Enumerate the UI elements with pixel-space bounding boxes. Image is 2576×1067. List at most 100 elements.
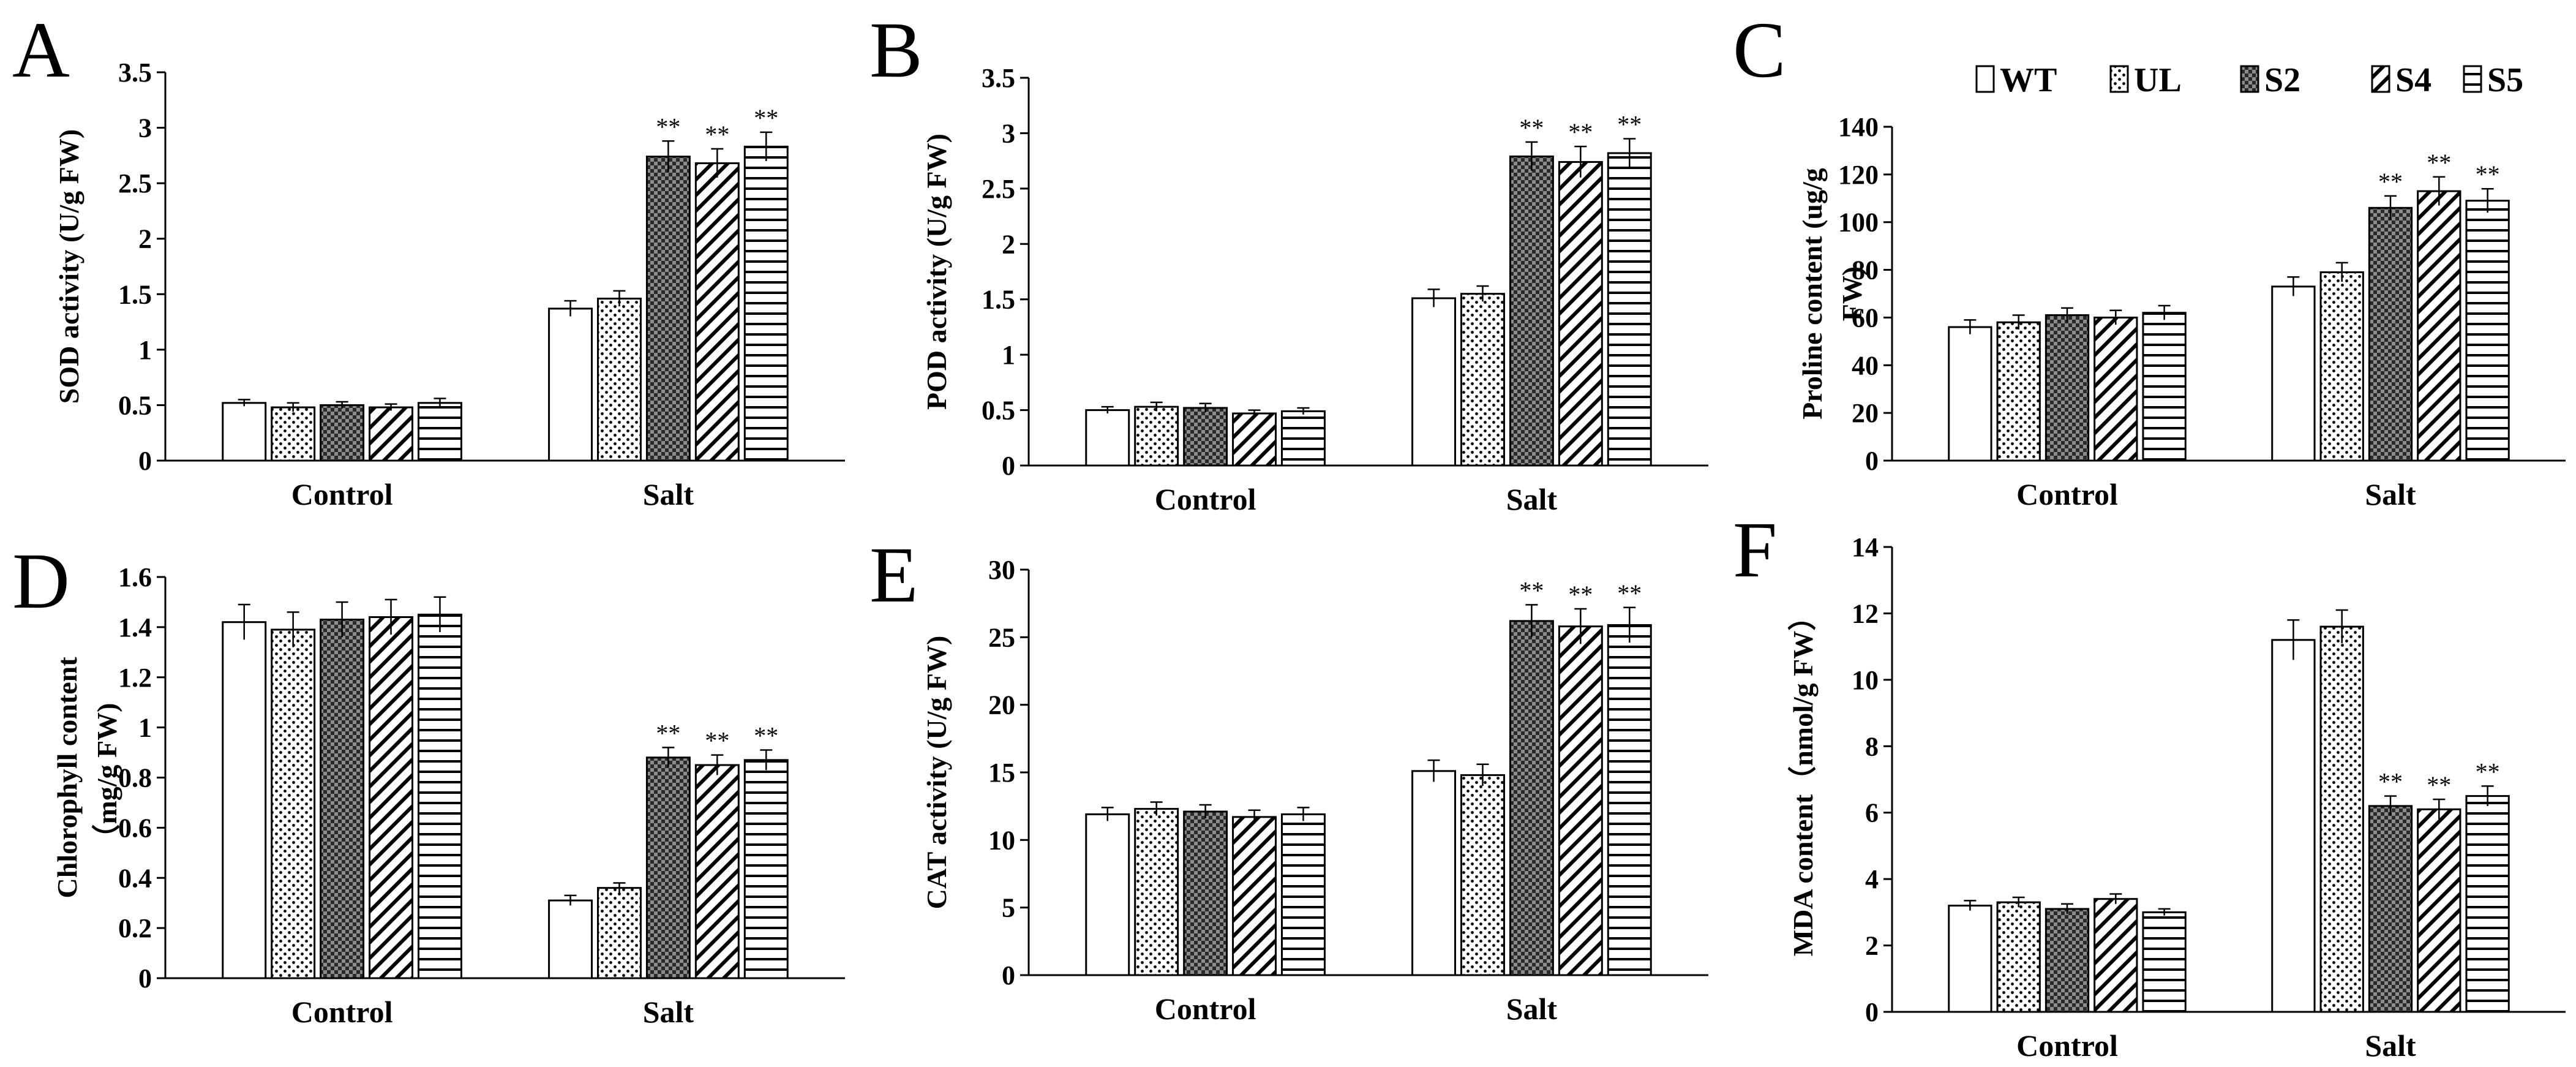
bar-UL-Salt xyxy=(1460,774,1505,976)
bar-UL-Salt xyxy=(2319,271,2364,462)
bar-S5-Control xyxy=(1280,813,1326,976)
panel-C: C 0 20 40 60 80 100 120 140 Proline content (ug/g… xyxy=(1733,6,2566,511)
bar-WT-Control xyxy=(1085,813,1130,976)
y-axis-label: SOD activity (U/g FW) xyxy=(53,129,84,404)
y-tick-label: 0 xyxy=(1865,997,1879,1027)
x-category-label: Salt xyxy=(1506,992,1558,1026)
significance-label: ** xyxy=(656,113,680,140)
y-tick-label: 2.5 xyxy=(982,174,1015,204)
significance-label: ** xyxy=(705,121,729,148)
bar-S5-Salt xyxy=(743,145,789,462)
y-tick-label: 3 xyxy=(1002,118,1015,148)
significance-label: ** xyxy=(656,719,680,747)
panel-A: A 0 0.5 1 1.5 2 2.5 3 3.5 SOD activity (U/g FW) Co… xyxy=(12,6,845,511)
y-tick-label: 3.5 xyxy=(982,63,1015,93)
y-tick-label: 3.5 xyxy=(118,58,152,88)
y-tick-label: 0 xyxy=(1865,446,1879,476)
bar-S5-Control xyxy=(417,613,462,979)
legend-item-UL: UL xyxy=(2109,61,2182,99)
bar-S4-Salt xyxy=(2417,190,2461,462)
y-tick-label: 4 xyxy=(1865,864,1879,894)
bar-S4-Salt xyxy=(1558,160,1603,467)
legend-item-S4: S4 xyxy=(2371,61,2431,99)
y-tick-label: 10 xyxy=(1852,665,1879,695)
legend-swatch xyxy=(2463,65,2482,93)
bar-WT-Salt xyxy=(548,307,593,462)
bar-S2-Control xyxy=(2045,908,2090,1013)
legend-label: WT xyxy=(2000,61,2057,99)
x-category-label: Control xyxy=(1155,992,1256,1026)
bar-WT-Control xyxy=(1948,905,1992,1013)
panel-F: F 0 2 4 6 8 10 12 14 MDA content（nmol/g FW） Contro… xyxy=(1733,506,2566,1063)
y-tick-label: 1.4 xyxy=(118,613,152,643)
bar-S5-Control xyxy=(417,402,462,462)
y-tick-label: 1 xyxy=(138,713,152,743)
panel-E: E 0 5 10 15 20 25 30 CAT activity (U/g FW) Contro… xyxy=(869,531,1708,1026)
bar-S4-Control xyxy=(1232,412,1277,467)
y-tick-label: 0.5 xyxy=(982,396,1015,426)
y-tick-label: 0.5 xyxy=(118,390,152,420)
panel-letter: D xyxy=(12,537,70,625)
bar-UL-Salt xyxy=(2319,625,2364,1013)
y-tick-label: 0 xyxy=(1002,451,1015,481)
panel-letter: E xyxy=(869,531,918,619)
y-tick-label: 2 xyxy=(138,224,152,254)
significance-label: ** xyxy=(754,104,778,132)
y-tick-label: 2 xyxy=(1002,229,1015,259)
bar-UL-Salt xyxy=(597,887,642,979)
significance-label: ** xyxy=(1617,110,1642,138)
bar-S5-Salt xyxy=(2465,200,2510,462)
y-axis-label: CAT activity (U/g FW) xyxy=(921,636,952,910)
bar-S5-Control xyxy=(2142,911,2187,1013)
y-tick-label: 0.8 xyxy=(118,763,152,793)
panel-letter: A xyxy=(12,6,70,94)
y-tick-label: 5 xyxy=(1002,893,1015,923)
y-tick-label: 30 xyxy=(988,555,1015,585)
y-tick-label: 120 xyxy=(1838,160,1879,190)
significance-label: ** xyxy=(1617,579,1642,607)
y-tick-label: 6 xyxy=(1865,798,1879,828)
significance-label: ** xyxy=(2378,168,2403,195)
y-tick-label: 140 xyxy=(1838,112,1879,142)
y-tick-label: 100 xyxy=(1838,208,1879,238)
x-category-label: Control xyxy=(2016,1028,2118,1063)
legend-label: S2 xyxy=(2264,61,2300,99)
y-tick-label: 0.4 xyxy=(118,863,152,893)
y-tick-label: 25 xyxy=(988,622,1015,652)
y-tick-label: 0 xyxy=(1002,960,1015,990)
panel-letter: B xyxy=(869,6,923,94)
bar-S2-Control xyxy=(1183,810,1228,976)
y-tick-label: 1.5 xyxy=(118,279,152,309)
y-tick-label: 2 xyxy=(1865,931,1879,961)
bar-S2-Salt xyxy=(1509,620,1554,976)
y-tick-label: 3 xyxy=(138,113,152,143)
bar-S4-Control xyxy=(2093,898,2138,1013)
legend-swatch xyxy=(2371,65,2390,93)
x-category-label: Control xyxy=(291,477,393,511)
significance-label: ** xyxy=(2427,771,2451,799)
y-tick-label: 80 xyxy=(1852,255,1879,285)
x-category-label: Control xyxy=(1155,482,1256,516)
bar-UL-Control xyxy=(271,406,316,462)
y-tick-label: 14 xyxy=(1852,532,1879,562)
y-tick-label: 20 xyxy=(1852,398,1879,428)
bar-S4-Control xyxy=(369,616,413,979)
bar-S5-Salt xyxy=(2465,795,2510,1013)
y-tick-label: 0.2 xyxy=(118,913,152,943)
bar-S4-Salt xyxy=(1558,625,1603,976)
bar-S2-Salt xyxy=(2368,805,2413,1013)
bar-WT-Salt xyxy=(1411,297,1457,467)
y-axis-label: POD activity (U/g FW) xyxy=(921,134,952,410)
x-category-label: Control xyxy=(291,995,393,1029)
y-tick-label: 2.5 xyxy=(118,168,152,198)
bar-S4-Control xyxy=(2093,316,2138,462)
bar-UL-Salt xyxy=(1460,293,1505,467)
bar-UL-Control xyxy=(1996,901,2041,1013)
bar-WT-Salt xyxy=(2271,639,2316,1013)
bar-WT-Salt xyxy=(1411,770,1457,976)
y-tick-label: 60 xyxy=(1852,303,1879,333)
y-tick-label: 1.5 xyxy=(982,285,1015,315)
bar-S2-Salt xyxy=(1509,155,1554,467)
bar-WT-Control xyxy=(1948,326,1992,462)
bar-S5-Salt xyxy=(1607,624,1652,976)
